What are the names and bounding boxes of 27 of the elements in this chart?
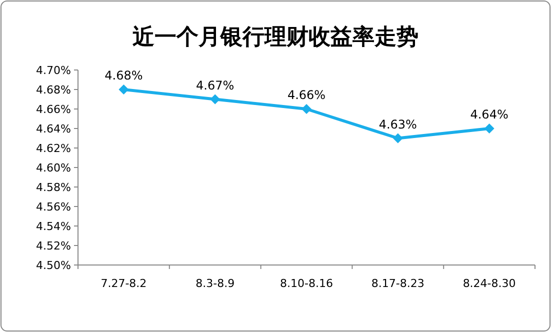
point <box>210 94 220 104</box>
y-tick-label: 4.58% <box>36 181 71 194</box>
y-tick-label: 4.60% <box>36 162 71 174</box>
y-tick-label: 4.70% <box>36 64 71 77</box>
y-tick-label: 4.64% <box>36 122 71 136</box>
point <box>392 133 403 144</box>
y-tick-label: 4.68% <box>36 84 71 96</box>
chart-title: 近一个月银行理财收益率走势 <box>132 24 418 50</box>
data-label: 4.68% <box>104 68 143 82</box>
data-label: 4.66% <box>287 88 326 102</box>
x-tick-label: 7.27-8.2 <box>100 277 147 290</box>
x-tick-label: 8.17-8.23 <box>371 277 424 290</box>
y-tick-label: 4.50% <box>36 259 71 272</box>
y-tick-label: 4.54% <box>36 220 71 233</box>
data-label: 4.63% <box>378 117 417 132</box>
x-tick-label: 8.3-8.9 <box>196 277 235 290</box>
x-tick-label: 8.24-8.30 <box>462 277 516 290</box>
y-tick-label: 4.62% <box>36 142 71 155</box>
y-tick-label: 4.66% <box>36 103 71 116</box>
data-label: 4.64% <box>470 108 508 122</box>
point <box>118 84 129 94</box>
data-label: 4.67% <box>196 78 234 92</box>
y-tick-label: 4.56% <box>36 200 71 214</box>
y-tick-label: 4.52% <box>36 240 71 252</box>
x-tick-label: 8.10-8.16 <box>280 277 333 290</box>
point <box>302 104 312 114</box>
point <box>484 124 494 134</box>
